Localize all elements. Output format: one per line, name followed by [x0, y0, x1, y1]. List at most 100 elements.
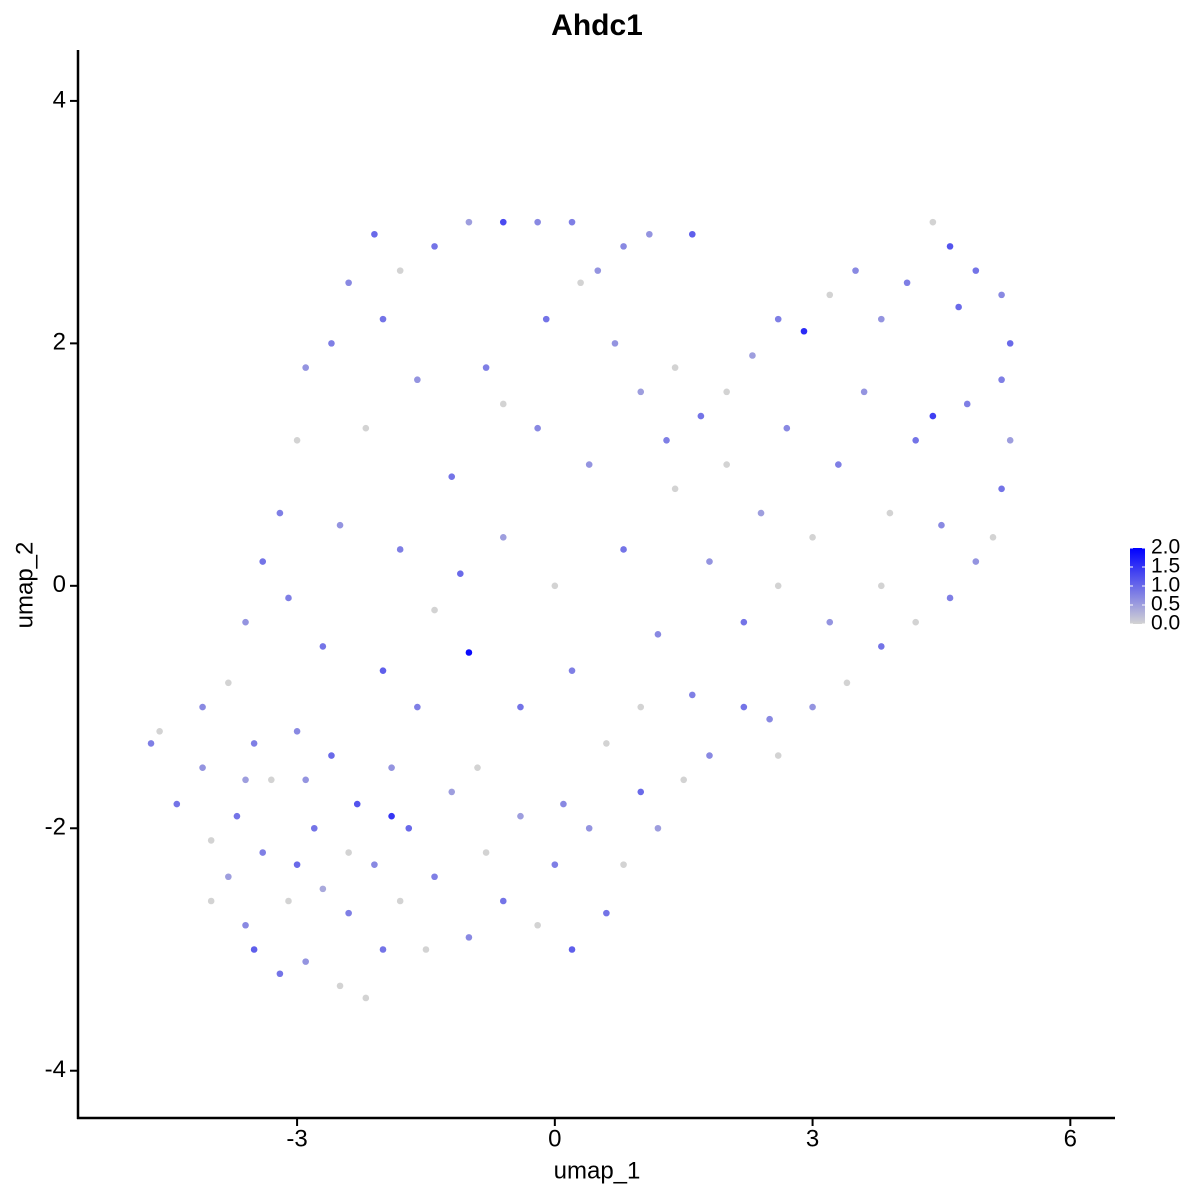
point [388, 812, 395, 820]
point [620, 243, 627, 250]
point [594, 267, 602, 274]
point [560, 800, 567, 808]
x-tick-label: -3 [286, 1125, 307, 1152]
point [620, 861, 627, 868]
point [250, 740, 258, 747]
point [293, 861, 301, 868]
point [697, 412, 705, 420]
point [774, 752, 782, 759]
y-tick-label: 2 [53, 329, 66, 356]
point [1006, 340, 1014, 347]
point [336, 982, 344, 990]
point [276, 970, 284, 978]
point [809, 534, 816, 541]
point [147, 740, 155, 747]
point [929, 412, 937, 420]
point [431, 873, 438, 881]
point [259, 558, 267, 565]
point [207, 837, 215, 844]
point [474, 764, 481, 771]
color-tick-label: 2.0 [1151, 536, 1180, 559]
point [542, 315, 550, 323]
point [972, 558, 980, 565]
point [499, 897, 507, 905]
point [465, 934, 473, 941]
point [328, 340, 335, 347]
point [585, 824, 593, 832]
point [268, 776, 275, 784]
point [414, 703, 421, 711]
point [637, 788, 645, 796]
point [757, 509, 765, 517]
point [499, 534, 507, 541]
point [517, 812, 524, 820]
point [362, 424, 370, 432]
point [886, 509, 894, 517]
point [534, 424, 541, 432]
point [422, 946, 430, 953]
point [646, 230, 653, 238]
point [207, 897, 215, 905]
point [414, 376, 421, 384]
point [362, 994, 370, 1002]
point [654, 824, 662, 832]
point [577, 279, 584, 287]
point [852, 267, 859, 274]
point [671, 364, 679, 371]
point [302, 364, 309, 371]
point [568, 946, 576, 953]
color-tick-label: 1.5 [1151, 555, 1180, 578]
point [706, 558, 713, 565]
point [963, 400, 971, 408]
point [938, 521, 945, 529]
point [534, 218, 541, 226]
point [379, 315, 387, 323]
point [396, 897, 404, 905]
point [878, 315, 885, 323]
point [259, 849, 267, 856]
point [534, 921, 541, 929]
point [173, 800, 181, 808]
point [706, 752, 713, 759]
point [723, 388, 730, 396]
point [353, 800, 361, 808]
point [878, 643, 885, 650]
point [603, 909, 610, 917]
point [826, 618, 834, 626]
point [800, 327, 808, 335]
x-tick-label: 3 [806, 1125, 819, 1152]
point [809, 703, 816, 711]
point [998, 291, 1005, 299]
point [345, 909, 352, 917]
point [860, 388, 868, 396]
point [465, 649, 473, 656]
point [989, 534, 997, 541]
point [328, 752, 335, 759]
point [568, 218, 576, 226]
point [723, 461, 730, 468]
y-tick-label: 4 [53, 86, 66, 113]
point [688, 230, 696, 238]
point [379, 946, 387, 953]
point [663, 437, 670, 444]
point [998, 485, 1005, 493]
y-tick-label: -2 [45, 814, 66, 841]
point [749, 352, 756, 359]
point [242, 618, 249, 626]
point [199, 703, 206, 711]
point [766, 715, 773, 723]
color-bar [1130, 548, 1145, 624]
point [946, 594, 954, 602]
point [457, 570, 464, 577]
point [396, 267, 404, 274]
point [878, 582, 885, 590]
point [388, 764, 395, 771]
point [482, 849, 490, 856]
point [302, 958, 309, 965]
point [637, 703, 645, 711]
color-tick-label: 1.0 [1151, 574, 1180, 597]
point [293, 437, 301, 444]
point [680, 776, 688, 784]
point [250, 946, 258, 953]
point [293, 727, 301, 735]
